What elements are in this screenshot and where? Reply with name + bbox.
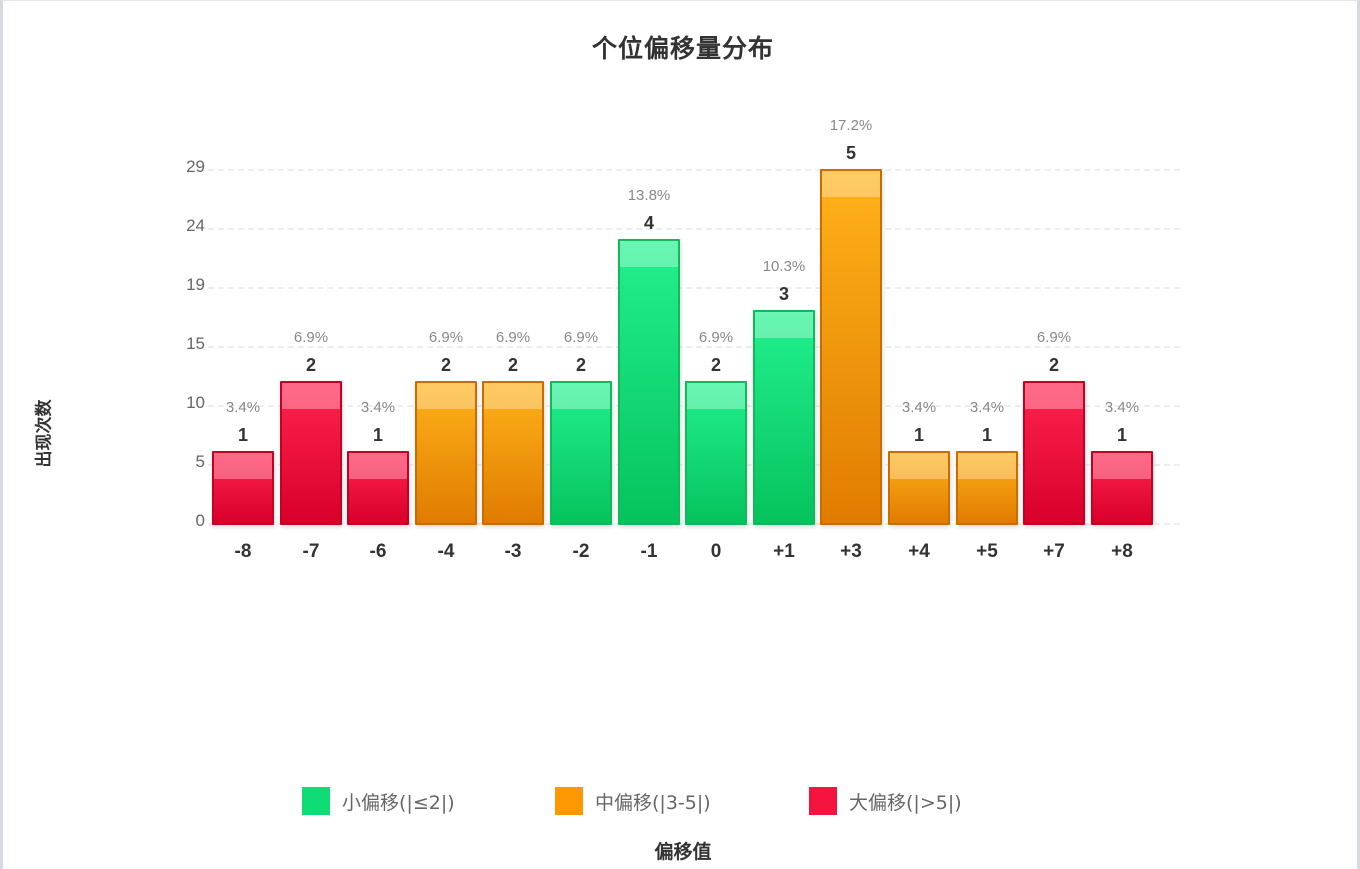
- bar-+1[interactable]: [753, 310, 815, 525]
- gridline: [208, 287, 1180, 289]
- bar-count-label: 4: [643, 213, 654, 233]
- x-tick-label: +8: [1111, 541, 1133, 562]
- bar-percent-label: 6.9%: [428, 329, 464, 346]
- bar-percent-label: 6.9%: [698, 329, 734, 346]
- y-tick-label: 0: [195, 511, 205, 530]
- bar-highlight: [687, 383, 745, 409]
- legend-item-small[interactable]: 小偏移(|≤2|): [302, 787, 455, 815]
- x-tick-label: -2: [572, 541, 590, 562]
- bar--2[interactable]: [550, 381, 612, 525]
- x-tick-label: +5: [976, 541, 998, 562]
- x-tick-label: -4: [437, 541, 455, 562]
- x-tick-label: -3: [504, 541, 522, 562]
- bar-percent-label: 3.4%: [901, 399, 937, 416]
- legend-item-mid[interactable]: 中偏移(|3-5|): [555, 787, 711, 815]
- y-tick-label: 10: [186, 393, 205, 412]
- gridline: [208, 346, 1180, 348]
- bar-percent-label: 6.9%: [495, 329, 531, 346]
- bar-count-label: 1: [1116, 425, 1127, 445]
- x-tick-label: +3: [840, 541, 862, 562]
- bar-percent-label: 3.4%: [225, 399, 261, 416]
- bar--1[interactable]: [618, 239, 680, 525]
- bar-highlight: [755, 312, 813, 338]
- bar-percent-label: 13.8%: [627, 187, 671, 204]
- bar-count-label: 1: [981, 425, 992, 445]
- legend: 小偏移(|≤2|) 中偏移(|3-5|) 大偏移(|>5|): [3, 787, 1360, 819]
- bar-highlight: [620, 241, 678, 267]
- bar-count-label: 2: [575, 355, 586, 375]
- x-tick-label: 0: [710, 541, 722, 562]
- bar-percent-label: 6.9%: [563, 329, 599, 346]
- bar-highlight: [958, 453, 1016, 479]
- chart-title: 个位偏移量分布: [591, 34, 774, 63]
- x-axis-label: 偏移值: [654, 841, 712, 863]
- bar-highlight: [417, 383, 475, 409]
- bar--8[interactable]: [212, 451, 274, 525]
- bar-count-label: 1: [913, 425, 924, 445]
- x-tick-label: +7: [1043, 541, 1065, 562]
- bar-percent-label: 10.3%: [762, 258, 806, 275]
- bar-count-label: 1: [237, 425, 248, 445]
- bar--4[interactable]: [415, 381, 477, 525]
- bar-count-label: 2: [440, 355, 451, 375]
- gridline: [208, 228, 1180, 230]
- y-tick-label: 15: [186, 334, 205, 353]
- bar-percent-label: 6.9%: [1036, 329, 1072, 346]
- x-tick-label: -1: [640, 541, 658, 562]
- x-tick-label: +4: [908, 541, 930, 562]
- bar-percent-label: 3.4%: [969, 399, 1005, 416]
- bar-highlight: [484, 383, 542, 409]
- bar-+4[interactable]: [888, 451, 950, 525]
- plot-area: 0 5 10 15 19 24 29 1 3.4% -8 2 6.9% -7 1 3.4% -6 2 6.9% -4…: [3, 1, 1360, 621]
- bar-percent-label: 17.2%: [829, 117, 873, 134]
- bar-highlight: [552, 383, 610, 409]
- bar-highlight: [1093, 453, 1151, 479]
- bar-percent-label: 3.4%: [360, 399, 396, 416]
- bar-count-label: 2: [710, 355, 721, 375]
- legend-label: 小偏移(|≤2|): [342, 791, 455, 814]
- bar-+3[interactable]: [820, 169, 882, 525]
- y-tick-label: 19: [186, 275, 205, 294]
- bar-highlight: [214, 453, 272, 479]
- legend-swatch: [302, 787, 330, 815]
- bar-+8[interactable]: [1091, 451, 1153, 525]
- legend-label: 大偏移(|>5|): [849, 791, 962, 814]
- bar-highlight: [349, 453, 407, 479]
- bar-highlight: [282, 383, 340, 409]
- x-tick-label: -8: [234, 541, 252, 562]
- x-tick-label: +1: [773, 541, 795, 562]
- legend-item-large[interactable]: 大偏移(|>5|): [809, 787, 962, 815]
- y-tick-label: 24: [186, 216, 205, 235]
- bar--7[interactable]: [280, 381, 342, 525]
- y-tick-label: 5: [195, 452, 205, 471]
- bar-count-label: 2: [305, 355, 316, 375]
- bar--6[interactable]: [347, 451, 409, 525]
- gridline: [208, 169, 1180, 171]
- bar-percent-label: 6.9%: [293, 329, 329, 346]
- bar-count-label: 5: [845, 143, 856, 163]
- bar-highlight: [890, 453, 948, 479]
- bar-highlight: [822, 171, 880, 197]
- legend-swatch: [809, 787, 837, 815]
- bar-count-label: 2: [1048, 355, 1059, 375]
- y-tick-label: 29: [186, 157, 205, 176]
- bar-+5[interactable]: [956, 451, 1018, 525]
- legend-swatch: [555, 787, 583, 815]
- bar--3[interactable]: [482, 381, 544, 525]
- bar-count-label: 2: [507, 355, 518, 375]
- bar-count-label: 1: [372, 425, 383, 445]
- bar-count-label: 3: [778, 284, 789, 304]
- x-tick-label: -6: [369, 541, 387, 562]
- x-tick-label: -7: [302, 541, 320, 562]
- bar-highlight: [1025, 383, 1083, 409]
- bar-+7[interactable]: [1023, 381, 1085, 525]
- bar-0[interactable]: [685, 381, 747, 525]
- legend-label: 中偏移(|3-5|): [595, 791, 711, 814]
- bar-percent-label: 3.4%: [1104, 399, 1140, 416]
